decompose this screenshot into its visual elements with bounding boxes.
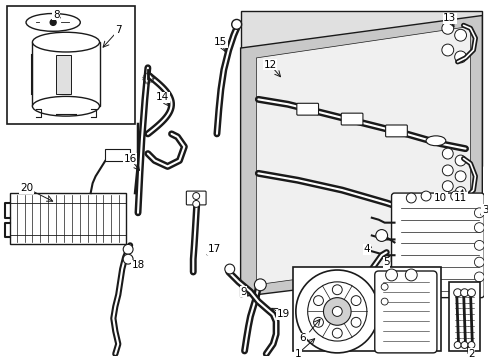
- Text: 8: 8: [53, 9, 60, 19]
- Circle shape: [473, 257, 483, 267]
- Circle shape: [231, 19, 241, 29]
- Ellipse shape: [32, 32, 100, 52]
- Ellipse shape: [26, 14, 80, 31]
- Text: 4: 4: [363, 244, 369, 254]
- Circle shape: [332, 306, 342, 316]
- Circle shape: [473, 223, 483, 233]
- Circle shape: [473, 208, 483, 218]
- Text: 12: 12: [263, 60, 276, 70]
- Text: 10: 10: [433, 193, 447, 203]
- Circle shape: [375, 230, 387, 242]
- FancyBboxPatch shape: [10, 193, 126, 244]
- Circle shape: [405, 269, 416, 281]
- Circle shape: [192, 193, 199, 199]
- Ellipse shape: [32, 96, 100, 116]
- Circle shape: [441, 22, 453, 34]
- FancyBboxPatch shape: [7, 6, 135, 124]
- Circle shape: [453, 342, 460, 348]
- Text: 15: 15: [214, 37, 227, 47]
- Circle shape: [467, 342, 474, 348]
- Circle shape: [450, 191, 460, 201]
- Circle shape: [332, 328, 342, 338]
- Circle shape: [454, 171, 465, 182]
- Circle shape: [441, 44, 453, 56]
- Circle shape: [307, 282, 366, 341]
- Text: 2: 2: [467, 349, 474, 359]
- Circle shape: [50, 19, 56, 25]
- Circle shape: [381, 298, 387, 305]
- Circle shape: [350, 296, 360, 306]
- Circle shape: [467, 289, 474, 297]
- Circle shape: [454, 186, 465, 198]
- Circle shape: [454, 29, 466, 41]
- Circle shape: [323, 298, 350, 325]
- Text: 5: 5: [383, 257, 389, 267]
- Circle shape: [123, 254, 133, 264]
- Circle shape: [442, 148, 452, 159]
- FancyBboxPatch shape: [296, 103, 318, 115]
- Text: 20: 20: [20, 183, 33, 193]
- Circle shape: [442, 198, 452, 208]
- Text: 13: 13: [442, 13, 455, 23]
- FancyBboxPatch shape: [374, 271, 436, 353]
- FancyBboxPatch shape: [385, 125, 407, 137]
- FancyBboxPatch shape: [32, 42, 100, 106]
- Ellipse shape: [425, 136, 445, 146]
- Circle shape: [454, 155, 465, 166]
- Text: 3: 3: [481, 205, 488, 215]
- Circle shape: [420, 191, 430, 201]
- Polygon shape: [256, 26, 469, 285]
- FancyBboxPatch shape: [391, 193, 483, 298]
- Circle shape: [313, 318, 323, 327]
- Circle shape: [385, 269, 397, 281]
- Text: 14: 14: [156, 93, 169, 102]
- Circle shape: [332, 285, 342, 295]
- Circle shape: [224, 264, 234, 274]
- Text: 1: 1: [294, 349, 301, 359]
- Circle shape: [454, 51, 466, 63]
- Circle shape: [435, 193, 445, 203]
- Circle shape: [192, 201, 199, 207]
- FancyBboxPatch shape: [292, 267, 440, 351]
- FancyBboxPatch shape: [448, 282, 479, 351]
- Circle shape: [460, 342, 467, 348]
- FancyBboxPatch shape: [341, 113, 362, 125]
- Text: 7: 7: [115, 25, 122, 35]
- Circle shape: [473, 240, 483, 250]
- FancyBboxPatch shape: [105, 149, 130, 161]
- Circle shape: [313, 296, 323, 306]
- Circle shape: [123, 244, 133, 254]
- Circle shape: [381, 283, 387, 290]
- Circle shape: [460, 289, 468, 297]
- Text: 16: 16: [123, 153, 137, 163]
- FancyBboxPatch shape: [186, 191, 205, 205]
- Text: 6: 6: [299, 333, 305, 343]
- Circle shape: [473, 272, 483, 282]
- Circle shape: [453, 289, 461, 297]
- Text: 11: 11: [453, 193, 466, 203]
- Text: 18: 18: [131, 260, 144, 270]
- Text: 9: 9: [240, 287, 246, 297]
- Text: 17: 17: [207, 244, 220, 254]
- Circle shape: [295, 270, 378, 353]
- Circle shape: [254, 279, 265, 291]
- Circle shape: [442, 165, 452, 176]
- Circle shape: [442, 181, 452, 192]
- Text: 19: 19: [276, 309, 289, 319]
- FancyBboxPatch shape: [56, 55, 71, 94]
- Polygon shape: [240, 15, 481, 297]
- Polygon shape: [240, 10, 481, 166]
- Circle shape: [406, 193, 415, 203]
- Circle shape: [350, 318, 360, 327]
